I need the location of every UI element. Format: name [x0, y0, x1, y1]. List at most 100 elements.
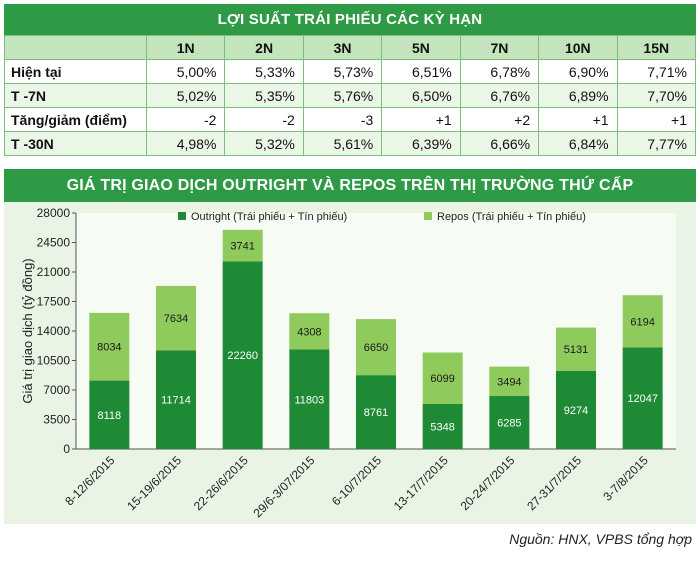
chart-area: 0 3500 7000 10500 14000 17500 21000 24500 28000 G…	[4, 202, 696, 524]
bar-repos	[289, 313, 330, 350]
bar-outright	[289, 349, 330, 449]
stacked-bar-chart: 0 3500 7000 10500 14000 17500 21000 24500 28000 G…	[20, 206, 676, 520]
table-cell: +1	[381, 107, 461, 132]
table-cell: 5,32%	[224, 131, 304, 156]
data-label: 5348	[430, 421, 454, 433]
data-label: 22260	[227, 350, 258, 362]
row-label: Hiện tại	[4, 59, 147, 84]
table-cell: +2	[459, 107, 540, 132]
table-cell: 4,98%	[145, 131, 226, 156]
y-tick-label: 0	[63, 442, 70, 456]
table-cell: -2	[145, 107, 226, 132]
bar-outright	[622, 347, 663, 449]
y-tick-label: 21000	[37, 265, 71, 279]
bar-repos	[622, 295, 663, 348]
bar-repos	[222, 229, 263, 262]
bar-outright	[356, 375, 396, 449]
table-cell: 6,66%	[459, 131, 540, 156]
data-label: 5131	[564, 344, 588, 356]
bar-repos	[556, 327, 596, 371]
x-tick-label: 3-7/8/2015	[600, 453, 651, 504]
bar-outright	[156, 350, 196, 449]
table-cell: 5,61%	[302, 131, 383, 156]
row-label: T -30N	[4, 131, 147, 156]
table-cell: 6,78%	[459, 59, 540, 84]
data-label: 8118	[98, 410, 122, 422]
bar-outright	[489, 396, 530, 449]
table-row: Tăng/giảm (điểm) -2 -2 -3 +1 +2 +1 +1	[4, 107, 697, 132]
row-label: Tăng/giảm (điểm)	[4, 107, 147, 132]
data-label: 8761	[364, 407, 388, 419]
y-tick-label: 14000	[37, 324, 71, 338]
column-header: 10N	[538, 35, 618, 60]
table-cell: 7,77%	[616, 131, 697, 156]
row-label: T -7N	[4, 83, 147, 108]
data-label: 3741	[230, 241, 254, 253]
yield-table: 1N 2N 3N 5N 7N 10N 15N Hiện tại 5,00% 5,…	[4, 35, 697, 156]
bar-repos	[89, 312, 130, 381]
table-cell: 5,00%	[145, 59, 226, 84]
data-label: 11714	[161, 395, 191, 407]
y-tick-label: 10500	[37, 354, 71, 368]
bar-outright	[222, 261, 263, 449]
data-label: 6194	[630, 316, 654, 328]
data-label: 8034	[97, 342, 121, 354]
table-cell: 5,73%	[302, 59, 383, 84]
table-cell: 7,70%	[616, 83, 697, 108]
bar-outright	[422, 403, 463, 449]
table-row: Hiện tại 5,00% 5,33% 5,73% 6,51% 6,78% 6…	[4, 59, 697, 84]
bar-repos	[356, 319, 396, 376]
table-cell: 6,76%	[459, 83, 540, 108]
y-tick-label: 7000	[43, 383, 70, 397]
x-tick-label: 27-31/7/2015	[524, 453, 584, 513]
table-title: LỢI SUẤT TRÁI PHIẾU CÁC KỲ HẠN	[4, 4, 696, 35]
bar-repos	[156, 285, 196, 351]
data-label: 3494	[497, 376, 521, 388]
table-cell: 6,39%	[381, 131, 461, 156]
data-label: 12047	[627, 393, 658, 405]
table-header-row: 1N 2N 3N 5N 7N 10N 15N	[4, 35, 697, 60]
column-header: 3N	[302, 35, 383, 60]
legend-swatch	[424, 212, 432, 220]
table-cell: 5,02%	[145, 83, 226, 108]
bar-outright	[556, 370, 596, 449]
data-label: 11803	[294, 394, 324, 406]
table-row: T -7N 5,02% 5,35% 5,76% 6,50% 6,76% 6,89…	[4, 83, 697, 108]
table-cell: +1	[538, 107, 618, 132]
data-label: 6650	[364, 342, 388, 354]
table-cell: 6,89%	[538, 83, 618, 108]
bar-outright	[89, 380, 130, 449]
x-tick-label: 6-10/7/2015	[329, 453, 384, 508]
y-tick-label: 3500	[43, 413, 70, 427]
column-header: 15N	[616, 35, 697, 60]
table-cell: +1	[616, 107, 697, 132]
table-cell: 5,76%	[302, 83, 383, 108]
table-cell: -3	[302, 107, 383, 132]
bar-repos	[422, 352, 463, 404]
chart-title: GIÁ TRỊ GIAO DỊCH OUTRIGHT VÀ REPOS TRÊN…	[4, 169, 696, 202]
legend-swatch	[178, 212, 186, 220]
data-label: 6285	[497, 418, 521, 430]
x-tick-label: 20-24/7/2015	[458, 453, 518, 513]
y-tick-label: 24500	[37, 236, 71, 250]
data-label: 4308	[297, 326, 321, 338]
table-cell: 5,35%	[224, 83, 304, 108]
table-cell: 6,50%	[381, 83, 461, 108]
table-row: T -30N 4,98% 5,32% 5,61% 6,39% 6,66% 6,8…	[4, 131, 697, 156]
table-cell: 6,90%	[538, 59, 618, 84]
legend-label: Outright (Trái phiếu + Tín phiếu)	[191, 211, 347, 223]
x-tick-label: 29/6-3/07/2015	[250, 453, 317, 520]
x-tick-label: 15-19/6/2015	[124, 453, 184, 513]
table-cell: 5,33%	[224, 59, 304, 84]
column-header: 7N	[459, 35, 540, 60]
table-cell: -2	[224, 107, 304, 132]
column-header: 1N	[145, 35, 226, 60]
data-label: 6099	[430, 373, 454, 385]
table-cell: 6,84%	[538, 131, 618, 156]
x-tick-label: 8-12/6/2015	[62, 453, 117, 508]
table-cell: 6,51%	[381, 59, 461, 84]
column-header	[4, 35, 147, 60]
legend-label: Repos (Trái phiếu + Tín phiếu)	[437, 211, 586, 223]
x-tick-label: 13-17/7/2015	[391, 453, 451, 513]
column-header: 2N	[224, 35, 304, 60]
